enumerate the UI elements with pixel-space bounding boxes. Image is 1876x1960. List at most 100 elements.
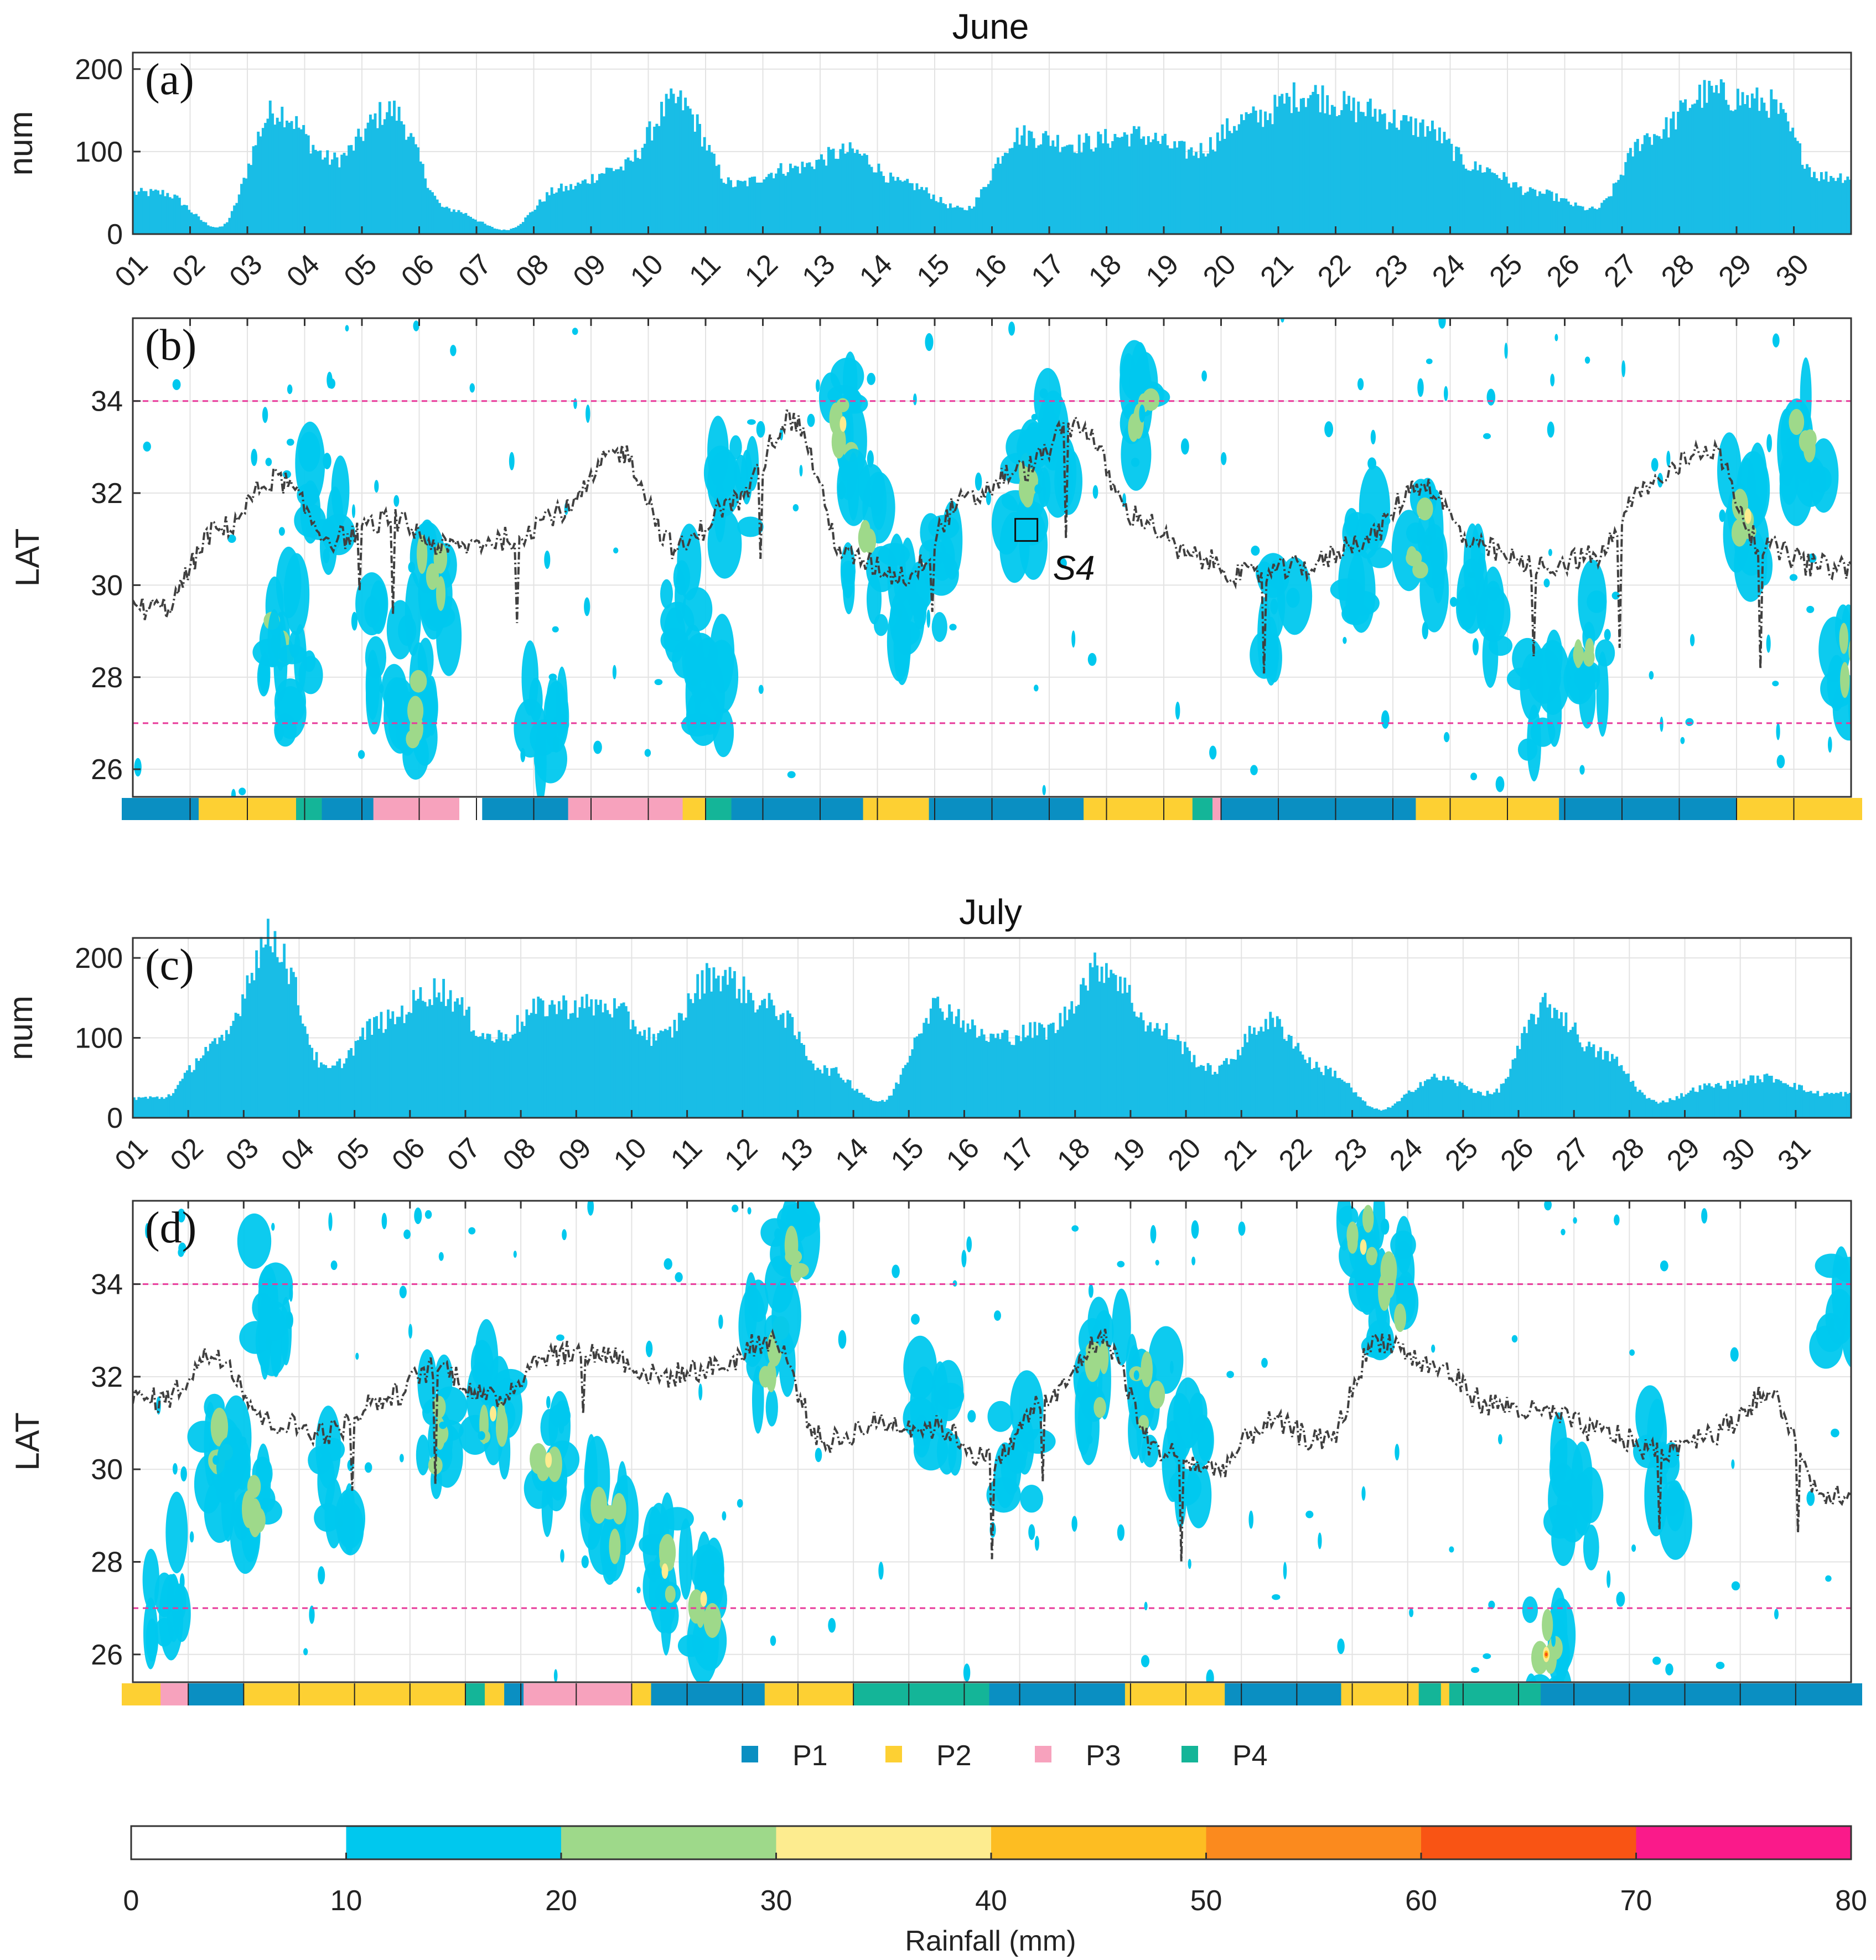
count-bar <box>1254 110 1257 234</box>
count-bar <box>1174 1040 1177 1118</box>
count-bar <box>319 151 322 234</box>
count-bar <box>691 114 695 234</box>
count-bar <box>1557 1018 1561 1118</box>
rain-speck <box>654 679 663 686</box>
count-bar <box>598 174 601 234</box>
rain-speck <box>1611 592 1620 600</box>
rain-blob-10mm <box>664 607 686 663</box>
count-bar <box>1121 137 1124 234</box>
rain-blob-10mm <box>1367 547 1393 568</box>
rain-blob-20mm <box>1840 662 1850 698</box>
count-bar <box>359 1036 362 1118</box>
count-bar <box>218 1037 221 1118</box>
x-tick-label: 21 <box>1217 1132 1263 1177</box>
count-bar <box>973 1025 976 1118</box>
count-bar <box>410 1013 413 1118</box>
rain-blob-10mm <box>315 1406 341 1489</box>
count-bar <box>1810 177 1813 234</box>
rain-speck <box>1409 1608 1414 1617</box>
rain-speck <box>328 1212 333 1231</box>
rain-blob-10mm <box>843 562 855 614</box>
count-bar <box>555 192 558 234</box>
rain-speck <box>1829 1317 1835 1333</box>
count-bar <box>161 190 164 234</box>
count-bar <box>493 228 496 234</box>
count-bar <box>1172 1039 1175 1118</box>
rain-speck <box>1825 1575 1832 1582</box>
count-bar <box>605 167 608 234</box>
count-bar <box>620 1003 623 1118</box>
count-bar <box>1844 180 1847 234</box>
rain-speck <box>732 1204 739 1212</box>
rain-speck <box>271 1222 275 1231</box>
count-bar <box>1368 1106 1371 1118</box>
count-bar <box>814 1070 817 1118</box>
count-bar <box>882 175 885 234</box>
rain-speck <box>587 1201 594 1216</box>
count-bar <box>290 121 293 234</box>
count-bar <box>1521 1033 1523 1118</box>
count-bar <box>1641 144 1644 234</box>
count-bar <box>295 116 298 234</box>
count-bar <box>1364 1101 1367 1118</box>
count-bar <box>1586 210 1589 234</box>
count-bar <box>1359 111 1362 234</box>
count-bar <box>452 209 455 234</box>
count-bar <box>918 1034 921 1118</box>
count-bar <box>1737 89 1739 234</box>
count-bar <box>1142 1020 1145 1118</box>
rain-blob-10mm <box>1126 1334 1138 1396</box>
count-bar <box>885 1100 889 1118</box>
count-bar <box>910 183 914 234</box>
count-bar <box>896 177 899 234</box>
rain-speck <box>134 758 142 777</box>
rain-speck <box>189 1531 194 1543</box>
count-bar <box>543 201 546 234</box>
count-bar <box>1199 143 1203 234</box>
count-bar <box>1559 198 1563 234</box>
count-bar <box>1839 173 1842 234</box>
x-tick-label: 31 <box>1771 1132 1817 1177</box>
count-bar <box>171 198 174 234</box>
count-bar <box>436 199 439 234</box>
count-bar <box>844 153 847 234</box>
count-bar <box>1312 91 1315 235</box>
count-bar <box>288 122 291 234</box>
count-bar <box>732 187 735 234</box>
count-bar <box>679 90 682 234</box>
count-bar <box>486 225 489 234</box>
count-bar <box>1816 1091 1820 1118</box>
count-bar <box>1037 145 1040 234</box>
rain-speck <box>546 1396 551 1409</box>
count-bar <box>437 992 441 1118</box>
count-bar <box>1555 193 1558 234</box>
count-bar <box>946 1018 949 1118</box>
count-bar <box>1380 1111 1383 1118</box>
count-bar <box>221 226 224 234</box>
count-bar <box>488 1034 491 1118</box>
count-bar <box>405 1014 408 1118</box>
count-bar <box>393 100 396 234</box>
regime-segment-P1 <box>1225 1683 1342 1705</box>
rain-blob-10mm <box>1583 1525 1599 1570</box>
count-bar <box>459 212 463 234</box>
rain-speck <box>1343 636 1347 644</box>
count-bar <box>154 189 157 234</box>
rain-blob-10mm <box>887 533 906 617</box>
count-bar <box>634 149 637 234</box>
count-bar <box>688 108 692 234</box>
regime-segment-P2 <box>863 798 930 820</box>
count-bar <box>908 183 911 234</box>
count-bar <box>904 1065 907 1118</box>
rain-blob-10mm <box>786 1201 820 1237</box>
count-bar <box>1730 1080 1734 1118</box>
count-bar <box>1389 1107 1392 1118</box>
count-bar <box>479 221 482 234</box>
count-bar <box>1830 1092 1833 1118</box>
count-bar <box>593 183 597 234</box>
count-bar <box>1247 113 1250 234</box>
count-bar <box>599 999 602 1118</box>
count-bar <box>1692 1087 1694 1118</box>
count-bar <box>1412 135 1415 234</box>
regime-segment-P2 <box>682 798 706 820</box>
